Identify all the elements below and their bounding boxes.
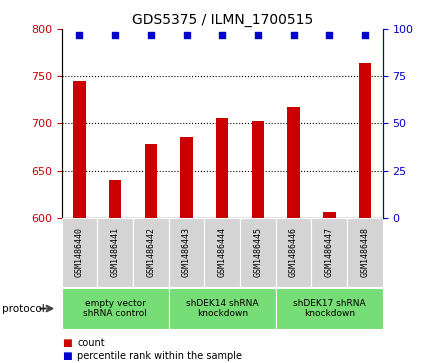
- Point: [112, 32, 119, 38]
- Bar: [73, 81, 86, 218]
- Bar: [347, 218, 383, 287]
- Point: [147, 32, 154, 38]
- Bar: [97, 218, 133, 287]
- Point: [219, 32, 226, 38]
- Text: protocol: protocol: [2, 303, 45, 314]
- Bar: [276, 218, 312, 287]
- Text: ■: ■: [62, 338, 71, 348]
- Bar: [359, 63, 371, 218]
- Text: empty vector
shRNA control: empty vector shRNA control: [83, 299, 147, 318]
- Text: GSM1486443: GSM1486443: [182, 227, 191, 277]
- Bar: [323, 212, 336, 218]
- Text: ■: ■: [62, 351, 71, 362]
- Text: GSM1486442: GSM1486442: [147, 227, 155, 277]
- Text: GSM1486447: GSM1486447: [325, 227, 334, 277]
- Bar: [276, 287, 383, 330]
- Bar: [133, 218, 169, 287]
- Point: [254, 32, 261, 38]
- Bar: [287, 107, 300, 218]
- Text: GSM1486444: GSM1486444: [218, 227, 227, 277]
- Text: GSM1486440: GSM1486440: [75, 227, 84, 277]
- Text: count: count: [77, 338, 105, 348]
- Point: [76, 32, 83, 38]
- Text: GSM1486448: GSM1486448: [360, 227, 370, 277]
- Text: GSM1486441: GSM1486441: [110, 227, 120, 277]
- Point: [326, 32, 333, 38]
- Bar: [169, 218, 204, 287]
- Text: GSM1486445: GSM1486445: [253, 227, 262, 277]
- Title: GDS5375 / ILMN_1700515: GDS5375 / ILMN_1700515: [132, 13, 313, 26]
- Bar: [109, 180, 121, 218]
- Point: [361, 32, 368, 38]
- Point: [290, 32, 297, 38]
- Point: [183, 32, 190, 38]
- Text: GSM1486446: GSM1486446: [289, 227, 298, 277]
- Text: shDEK14 shRNA
knockdown: shDEK14 shRNA knockdown: [186, 299, 258, 318]
- Bar: [180, 136, 193, 218]
- Bar: [62, 218, 97, 287]
- Bar: [62, 287, 169, 330]
- Bar: [204, 218, 240, 287]
- Bar: [312, 218, 347, 287]
- Text: shDEK17 shRNA
knockdown: shDEK17 shRNA knockdown: [293, 299, 366, 318]
- Bar: [240, 218, 276, 287]
- Bar: [169, 287, 276, 330]
- Bar: [216, 118, 228, 218]
- Bar: [252, 121, 264, 218]
- Bar: [145, 144, 157, 218]
- Text: percentile rank within the sample: percentile rank within the sample: [77, 351, 242, 362]
